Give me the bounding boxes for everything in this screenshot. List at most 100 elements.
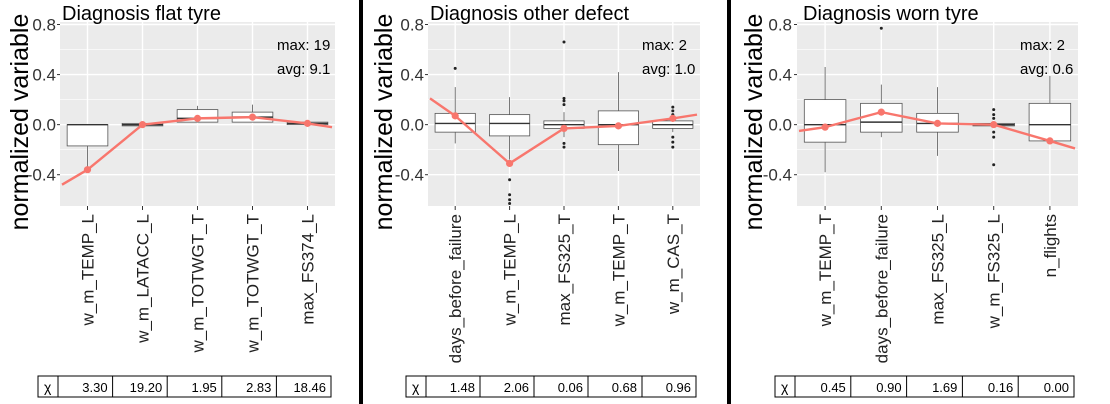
annotation-max: max: 2 [1020,37,1065,54]
chart-panel-1: 0.8 0.4 0.0 -0.4 Diagnosis flat tyre normaliz… [6,3,335,398]
outlier-point [671,105,675,109]
trend-point [933,119,942,127]
chi-value: 3.30 [82,380,107,395]
box-body [803,99,847,143]
trend-point [248,113,257,121]
x-tick-label: days_before_failure [446,214,465,363]
annotation-max: max: 19 [277,37,330,54]
box-5 [652,105,694,149]
chi-value: 2.83 [246,380,271,395]
y-tick-label: 0.0 [768,116,792,135]
chi-value: 1.69 [932,380,957,395]
panel-title: Diagnosis flat tyre [62,3,221,25]
outlier-point [992,108,996,112]
trend-point [1046,137,1054,145]
trend-point [303,119,312,127]
outlier-point [992,163,996,167]
panel-title: Diagnosis other defect [430,3,629,25]
x-tick-label: w_m_TEMP_T [609,214,628,327]
y-axis-label: normalized variable [740,14,768,231]
x-tick-label: max_FS374_L [299,214,318,325]
y-tick-label: -0.4 [395,166,424,185]
outlier-point [508,198,512,202]
outlier-point [671,140,675,144]
y-tick-label: 0.4 [32,66,56,85]
chi-value: 19.20 [130,380,163,395]
trend-point [506,159,514,168]
trend-point [560,124,568,132]
y-tick-label: -0.4 [763,166,792,185]
trend-point [669,114,677,122]
chi-value: 2.06 [504,380,529,395]
chi-value: 0.06 [558,380,583,395]
outlier-point [562,103,566,107]
chi-table [405,375,697,398]
y-tick-label: 0.8 [400,16,424,35]
chi-value: 0.16 [988,380,1013,395]
annotation-avg: avg: 1.0 [642,61,695,78]
trend-point [821,123,829,131]
x-tick-label: w_m_TOTWGT_T [244,214,263,354]
trend-point [451,112,459,120]
chi-value: 1.48 [450,380,475,395]
panel-divider-1 [359,0,363,404]
x-tick-label: w_m_CAS_T [664,214,683,315]
trend-point [614,122,623,130]
annotation-avg: avg: 0.6 [1020,61,1073,78]
outlier-point [562,40,566,44]
y-tick-label: 0.4 [400,66,424,85]
chi-value: 0.00 [1044,380,1069,395]
trend-point [83,166,92,174]
chi-value: 0.96 [666,380,691,395]
chart-panel-3: 0.8 0.4 0.0 -0.4 Diagnosis worn tyre normaliz… [740,3,1078,398]
outlier-point [508,201,512,205]
outlier-point [992,113,996,117]
chi-symbol: χ [44,379,52,395]
trend-point [193,114,202,122]
panel-title: Diagnosis worn tyre [803,3,979,25]
chi-value: 0.90 [876,380,901,395]
box-5 [1028,75,1072,142]
outlier-point [562,99,566,103]
outlier-point [671,135,675,139]
x-tick-label: days_before_failure [872,214,891,363]
outlier-point [992,130,996,134]
y-tick-label: 0.0 [400,116,424,135]
x-tick-label: w_m_TEMP_T [816,214,835,327]
panel-divider-2 [727,0,731,404]
x-tick-label: w_m_LATACC_L [134,214,153,344]
x-tick-label: w_m_TEMP_L [501,214,520,326]
outlier-point [992,116,996,120]
y-tick-label: 0.8 [32,16,56,35]
trend-point [990,121,998,129]
chi-value: 1.95 [191,380,216,395]
chi-value: 0.45 [820,380,845,395]
box-2 [489,97,531,205]
chi-table [37,375,332,398]
x-tick-label: n_flights [1041,214,1060,277]
outlier-point [671,145,675,149]
x-tick-label: w_m_FS325_L [985,214,1004,329]
outlier-point [508,193,512,197]
chi-value: 18.46 [293,380,326,395]
y-tick-label: 0.4 [768,66,792,85]
chi-symbol: χ [781,379,789,395]
box-body [66,124,109,147]
box-body [1028,102,1072,142]
outlier-point [562,141,566,145]
annotation-max: max: 2 [642,37,687,54]
outlier-point [562,145,566,149]
y-tick-label: -0.4 [27,166,56,185]
x-tick-label: max_FS325_L [929,214,948,325]
outlier-point [879,26,883,30]
chart-panel-2: 0.8 0.4 0.0 -0.4 Diagnosis other defect norma… [370,3,700,398]
box-1 [803,67,847,173]
y-tick-label: 0.8 [768,16,792,35]
box-1 [66,123,109,170]
outlier-point [453,66,457,70]
y-axis-label: normalized variable [370,14,398,231]
y-axis-label: normalized variable [6,14,34,231]
y-tick-label: 0.0 [32,116,56,135]
